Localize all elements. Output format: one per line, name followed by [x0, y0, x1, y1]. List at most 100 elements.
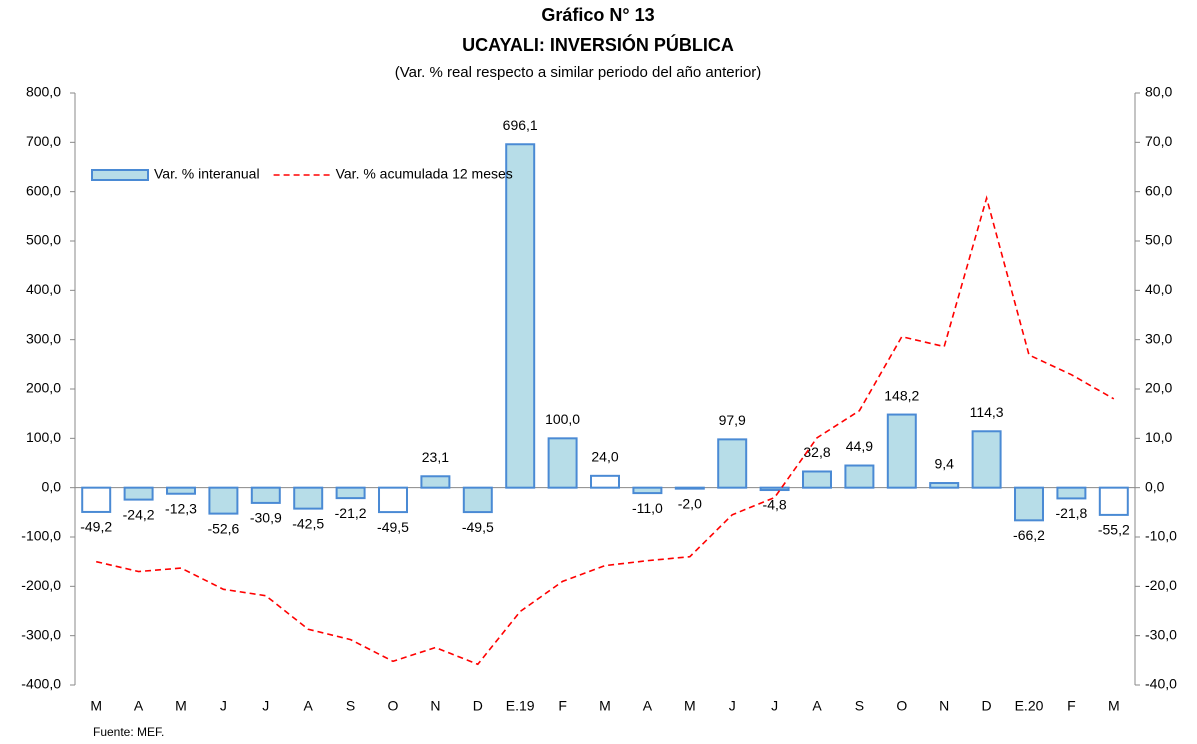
y-tick-label: 700,0 — [26, 133, 61, 149]
x-tick-label: D — [982, 698, 992, 714]
y2-tick-label: 40,0 — [1145, 281, 1172, 297]
bar — [166, 486, 196, 495]
legend-label: Var. % acumulada 12 meses — [336, 166, 513, 182]
y-tick-label: 300,0 — [26, 330, 61, 346]
bar — [123, 486, 154, 501]
bar — [590, 474, 620, 489]
data-label: 696,1 — [503, 117, 538, 133]
legend-label: Var. % interanual — [154, 166, 260, 182]
line — [96, 195, 1115, 666]
data-label: -30,9 — [250, 510, 282, 526]
x-tick-label: N — [430, 698, 440, 714]
x-tick-label: A — [304, 698, 314, 714]
y2-tick-label: 80,0 — [1145, 84, 1172, 100]
data-label: -49,2 — [80, 519, 112, 535]
y2-tick-label: -20,0 — [1145, 577, 1177, 593]
bar — [1056, 486, 1087, 500]
data-label: -42,5 — [292, 515, 324, 531]
x-tick-label: N — [939, 698, 949, 714]
x-tick-label: A — [643, 698, 653, 714]
y-tick-label: 100,0 — [26, 429, 61, 445]
y-tick-label: 500,0 — [26, 232, 61, 248]
y2-tick-label: 70,0 — [1145, 133, 1172, 149]
bar — [1098, 486, 1129, 516]
x-tick-label: M — [684, 698, 696, 714]
data-label: -11,0 — [632, 500, 663, 516]
y2-tick-label: -10,0 — [1145, 528, 1177, 544]
data-label: 23,1 — [422, 449, 449, 465]
bar — [505, 143, 536, 489]
y2-tick-label: -30,0 — [1145, 626, 1177, 642]
data-label: -24,2 — [123, 506, 155, 522]
x-tick-label: M — [599, 698, 611, 714]
bar — [971, 430, 1002, 489]
bar — [674, 486, 705, 490]
data-label: 148,2 — [884, 387, 919, 403]
data-label: -21,8 — [1055, 505, 1087, 521]
data-label: 114,3 — [970, 404, 1004, 420]
data-label: -4,8 — [763, 497, 787, 513]
y-tick-label: -200,0 — [21, 577, 61, 593]
bar — [844, 464, 875, 489]
data-label: 9,4 — [934, 456, 954, 472]
x-tick-label: S — [855, 698, 864, 714]
x-tick-label: E.20 — [1015, 698, 1044, 714]
bar — [717, 438, 748, 489]
bar — [759, 486, 790, 492]
bar — [420, 475, 451, 489]
x-tick-label: J — [729, 698, 736, 714]
y2-tick-label: -40,0 — [1145, 676, 1177, 692]
x-tick-label: M — [90, 698, 102, 714]
data-label: -49,5 — [462, 519, 494, 535]
bar — [886, 413, 917, 489]
data-label: -66,2 — [1013, 527, 1045, 543]
x-tick-label: M — [175, 698, 187, 714]
data-label: -2,0 — [678, 495, 702, 511]
data-label: -49,5 — [377, 519, 409, 535]
bar — [250, 486, 281, 504]
y-tick-label: 600,0 — [26, 182, 61, 198]
x-tick-label: M — [1108, 698, 1120, 714]
y2-tick-label: 0,0 — [1145, 478, 1165, 494]
y2-tick-label: 60,0 — [1145, 182, 1172, 198]
bar — [929, 482, 960, 489]
bar — [293, 486, 324, 510]
x-tick-label: F — [558, 698, 567, 714]
source: Fuente: MEF. — [93, 725, 164, 739]
data-label: -52,6 — [207, 520, 239, 536]
x-tick-label: F — [1067, 698, 1076, 714]
bar — [335, 486, 366, 500]
bar — [462, 486, 493, 514]
x-tick-label: S — [346, 698, 355, 714]
y-tick-label: 400,0 — [26, 281, 61, 297]
legend-swatch — [91, 169, 149, 181]
x-tick-label: O — [896, 698, 907, 714]
data-label: 97,9 — [719, 412, 746, 428]
bar — [81, 486, 112, 513]
x-tick-label: O — [388, 698, 399, 714]
x-tick-label: A — [134, 698, 144, 714]
data-label: 32,8 — [803, 444, 830, 460]
x-tick-label: D — [473, 698, 483, 714]
chart-subtitle: UCAYALI: INVERSIÓN PÚBLICA — [462, 34, 734, 55]
x-tick-label: J — [220, 698, 227, 714]
bar — [802, 470, 832, 489]
y-tick-label: -300,0 — [21, 626, 61, 642]
bar — [547, 437, 578, 489]
data-label: 44,9 — [846, 438, 873, 454]
data-label: 100,0 — [545, 411, 580, 427]
y2-tick-label: 10,0 — [1145, 429, 1172, 445]
bar — [208, 486, 239, 515]
y-tick-label: -400,0 — [21, 676, 61, 692]
data-label: -55,2 — [1098, 522, 1130, 538]
bar — [378, 486, 408, 514]
x-tick-label: J — [771, 698, 778, 714]
y-tick-label: 800,0 — [26, 84, 61, 100]
y-tick-label: -100,0 — [21, 528, 61, 544]
chart-note: (Var. % real respecto a similar periodo … — [395, 64, 762, 81]
bar — [632, 486, 663, 495]
y-tick-label: 0,0 — [42, 478, 62, 494]
x-tick-label: J — [262, 698, 269, 714]
data-label: 24,0 — [591, 449, 618, 465]
